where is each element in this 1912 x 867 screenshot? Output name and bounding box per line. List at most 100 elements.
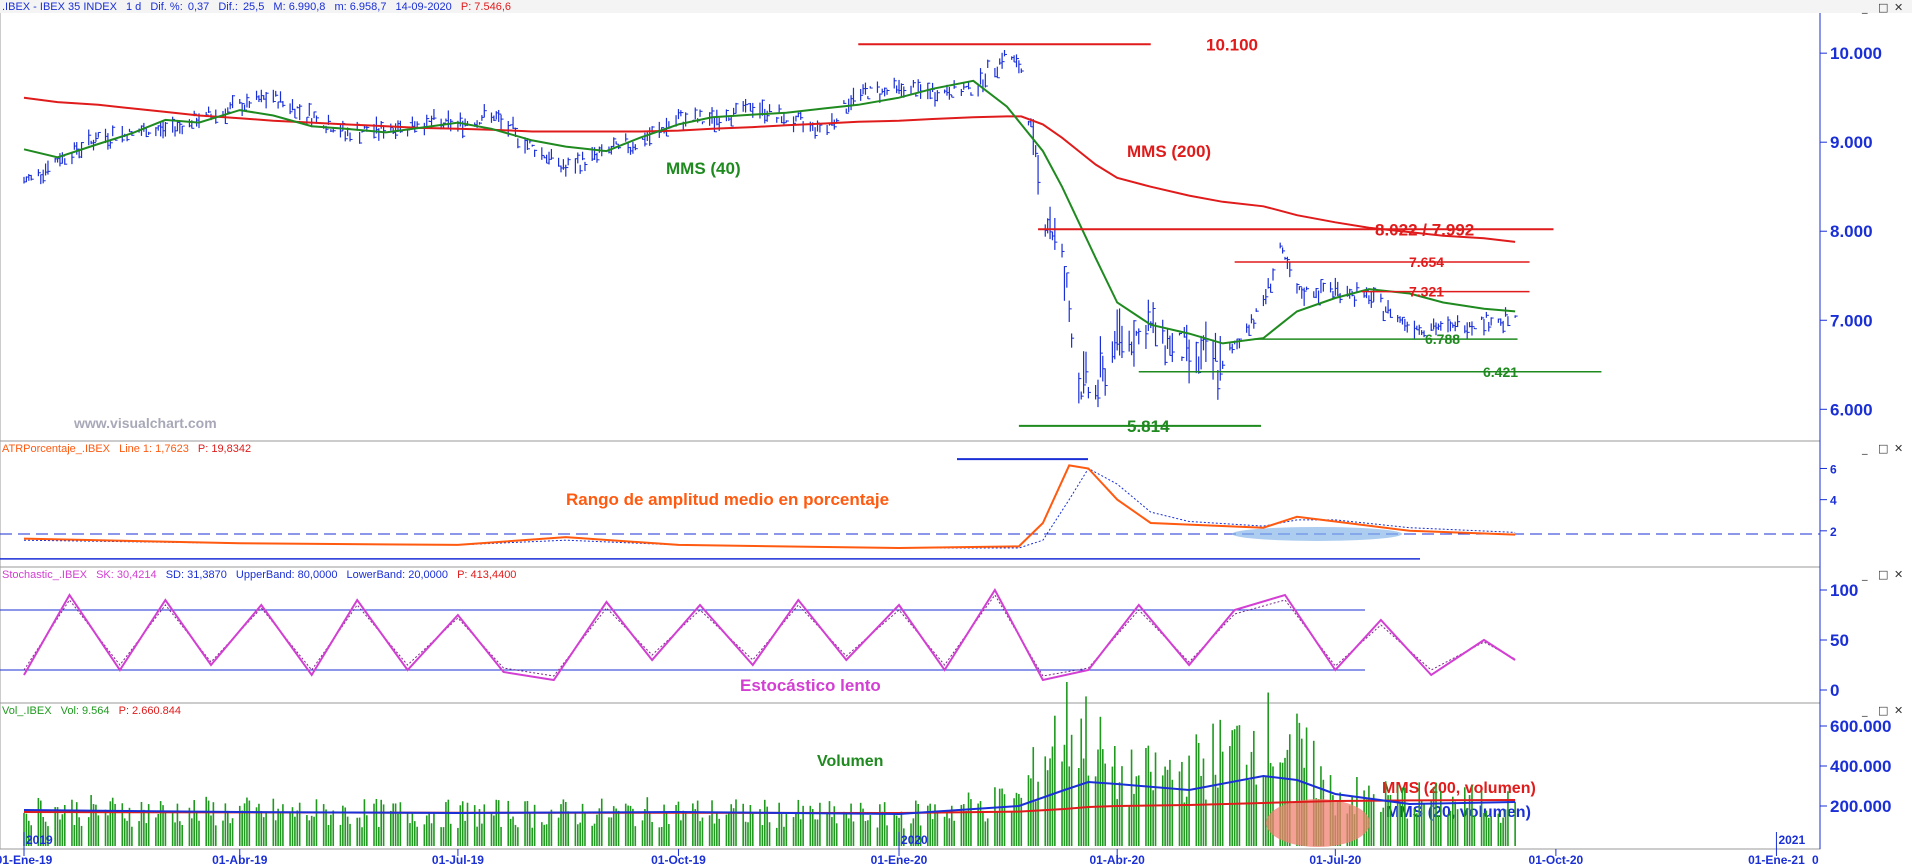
volume-bar <box>1432 786 1435 846</box>
volume-bar <box>931 819 934 846</box>
volume-bar <box>282 804 284 846</box>
volume-bar <box>879 804 881 846</box>
volume-bar <box>92 804 95 846</box>
price-panel[interactable] <box>0 11 1821 442</box>
volume-bar <box>917 803 919 846</box>
volume-bar <box>648 811 651 846</box>
maximize-icon[interactable]: □ <box>1878 704 1888 717</box>
volume-bar <box>1288 734 1291 846</box>
volume-bar <box>1483 813 1485 846</box>
volume-bar <box>1447 814 1449 846</box>
volume-bar <box>1449 810 1452 846</box>
stochastic-panel[interactable] <box>0 566 1821 704</box>
volume-bar <box>366 815 368 846</box>
volume-bar <box>1097 749 1099 846</box>
volume-bar <box>126 820 128 846</box>
volume-bar <box>843 811 845 846</box>
volume-bar <box>651 821 653 846</box>
volume-bar <box>1003 794 1006 846</box>
volume-bar <box>1066 681 1068 846</box>
volume-bar <box>466 802 469 846</box>
volume-bar <box>413 821 416 846</box>
volume-bar <box>1404 787 1406 846</box>
header-stochastic: Stochastic_.IBEX SK: 30,4214 SD: 31,3870… <box>2 569 516 581</box>
volume-bar <box>157 813 160 846</box>
volume-bar <box>867 820 869 846</box>
maximize-icon[interactable]: □ <box>1878 568 1888 581</box>
volume-bar <box>608 817 610 846</box>
volume-bar <box>735 799 737 846</box>
close-icon[interactable]: ✕ <box>1894 704 1903 717</box>
volume-bar <box>819 802 821 846</box>
volume-bar <box>507 800 510 846</box>
volume-bar <box>965 810 967 846</box>
volume-bar <box>600 798 603 846</box>
volume-bar <box>1233 729 1236 846</box>
volume-bar <box>584 812 586 846</box>
atr-window-buttons[interactable]: _ □ ✕ <box>1861 442 1903 455</box>
close-icon[interactable]: ✕ <box>1894 568 1903 581</box>
volume-bar <box>80 825 83 846</box>
volume-bar <box>1255 784 1258 846</box>
volume-bar <box>934 804 936 846</box>
volume-bar <box>1300 738 1303 846</box>
volume-bar <box>567 811 569 846</box>
volume-bar <box>1113 746 1116 846</box>
volume-bar <box>795 813 797 846</box>
volume-bar <box>541 822 543 846</box>
volume-bar <box>1054 715 1056 846</box>
volume-bar <box>258 803 260 846</box>
volume-bar <box>1020 797 1023 846</box>
minimize-icon[interactable]: _ <box>1861 1 1868 14</box>
minimize-icon[interactable]: _ <box>1861 704 1868 717</box>
volume-bar <box>948 818 951 846</box>
volume-bar <box>361 827 363 846</box>
volume-bar <box>919 825 922 846</box>
volume-bar <box>325 809 327 846</box>
minimize-icon[interactable]: _ <box>1861 442 1868 455</box>
volume-bar <box>1269 762 1272 846</box>
close-icon[interactable]: ✕ <box>1894 1 1903 14</box>
volume-window-buttons[interactable]: _ □ ✕ <box>1861 704 1903 717</box>
volume-highlight-ellipse <box>1266 799 1370 847</box>
volume-bar <box>445 802 447 846</box>
volume-bar <box>641 820 644 846</box>
volume-bar <box>1504 809 1507 846</box>
volume-bar <box>658 827 661 846</box>
volume-bar <box>1015 792 1018 846</box>
volume-bar <box>1080 718 1083 846</box>
volume-bar <box>238 805 241 846</box>
annotation-mms20-volume: MMS (20, volumen) <box>1386 804 1531 821</box>
volume-bar <box>322 804 325 846</box>
x-tick-label: 01-Abr-20 <box>1089 853 1145 867</box>
volume-bar <box>792 817 795 846</box>
minimize-icon[interactable]: _ <box>1861 568 1868 581</box>
volume-bar <box>459 805 462 846</box>
volume-bar <box>548 813 550 846</box>
volume-bar <box>188 807 191 846</box>
volume-bar <box>349 823 351 846</box>
volume-bar <box>811 809 814 846</box>
volume-bar <box>1217 787 1219 846</box>
volume-bar <box>646 797 649 846</box>
volume-bar <box>260 810 263 846</box>
maximize-icon[interactable]: □ <box>1878 1 1888 14</box>
annotation-mms40: MMS (40) <box>666 159 741 178</box>
volume-bar <box>131 826 133 846</box>
header-bar <box>0 0 1912 13</box>
close-icon[interactable]: ✕ <box>1894 442 1903 455</box>
volume-bar <box>1416 813 1418 846</box>
atr-panel[interactable] <box>0 440 1821 568</box>
header-main: .IBEX - IBEX 35 INDEX 1 d Dif. %: 0,37 D… <box>2 1 511 13</box>
volume-bar <box>373 803 375 846</box>
price-window-buttons[interactable]: _ □ ✕ <box>1861 1 1903 14</box>
volume-bar <box>107 815 109 846</box>
volume-bar <box>1406 818 1409 846</box>
volume-bar <box>1082 758 1085 846</box>
volume-bar <box>1085 696 1087 846</box>
volume-bar <box>440 827 442 846</box>
volume-panel[interactable] <box>0 702 1821 850</box>
stochastic-window-buttons[interactable]: _ □ ✕ <box>1861 568 1903 581</box>
maximize-icon[interactable]: □ <box>1878 442 1888 455</box>
